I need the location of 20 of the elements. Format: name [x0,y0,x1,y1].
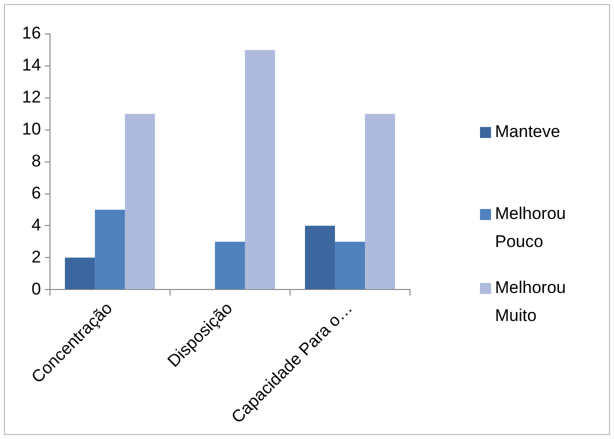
bar [334,242,365,290]
bar [244,50,275,290]
bar [124,114,155,290]
y-tick-label: 6 [31,183,41,202]
bar [94,210,125,290]
y-tick-label: 0 [31,279,41,298]
bar [364,114,395,290]
legend-label: Melhorou Muito [495,277,567,327]
y-tick-label: 2 [31,247,41,266]
bar [64,258,95,290]
legend-label: Melhorou Pouco [495,203,567,253]
bar [304,226,335,290]
y-tick-label: 10 [22,120,41,139]
y-tick-label: 12 [22,88,41,107]
y-tick-label: 14 [22,56,41,75]
legend-label: Manteve [495,121,562,143]
y-tick-label: 16 [22,24,41,43]
y-tick-label: 4 [31,215,41,234]
bar [214,242,245,290]
y-tick-label: 8 [31,152,41,171]
